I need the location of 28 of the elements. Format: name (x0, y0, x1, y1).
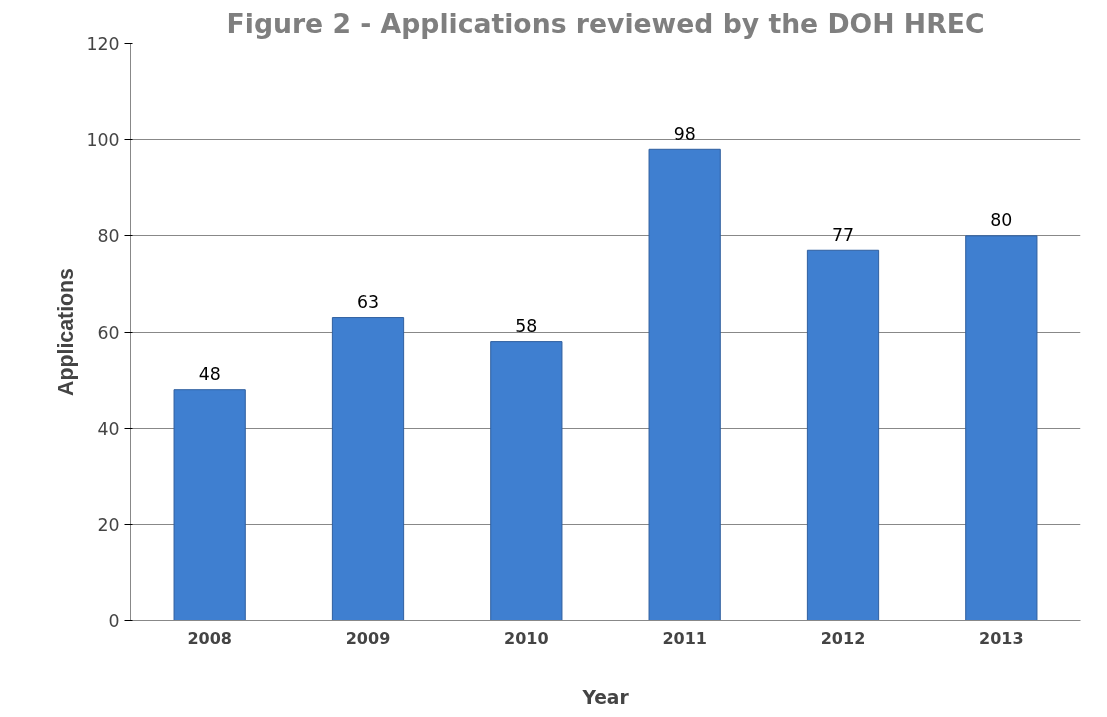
y-tick-label: 80 (97, 226, 120, 247)
y-tick-label: 40 (97, 418, 120, 439)
y-axis-title: Applications (54, 268, 79, 396)
y-tick-label: 100 (86, 130, 120, 151)
bar (965, 235, 1038, 621)
chart-title: Figure 2 - Applications reviewed by the DOH HREC (226, 7, 985, 39)
x-tick-label: 2012 (820, 628, 866, 648)
data-label: 63 (356, 291, 380, 312)
y-tick-label: 120 (86, 34, 120, 54)
y-tick-label: 60 (97, 322, 120, 343)
x-axis-title: Year (581, 686, 630, 708)
y-tick-label: 0 (108, 611, 120, 631)
bar (806, 249, 880, 621)
data-label: 48 (198, 364, 221, 385)
x-tick-label: 2010 (504, 628, 549, 648)
bar (331, 317, 405, 621)
data-label: 98 (673, 123, 696, 144)
data-label: 58 (515, 316, 538, 336)
data-label: 80 (990, 210, 1013, 231)
x-tick-label: 2008 (187, 628, 232, 648)
x-tick-label: 2009 (345, 628, 391, 648)
y-tick-label: 20 (97, 514, 120, 535)
bar (490, 341, 563, 621)
bar (648, 148, 721, 621)
x-tick-label: 2013 (979, 628, 1024, 648)
data-label: 77 (831, 224, 855, 245)
bar (173, 389, 246, 621)
x-tick-label: 2011 (662, 628, 707, 648)
